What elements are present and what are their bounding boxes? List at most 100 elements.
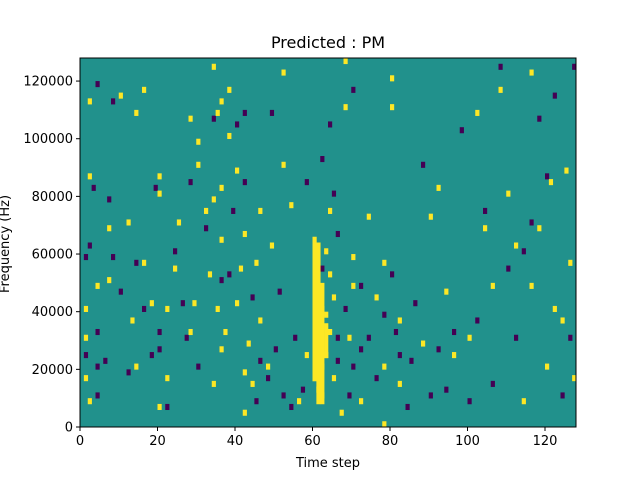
x-axis: 0 20 40 60 80 100 120 bbox=[76, 427, 557, 449]
heatmap-cell-high bbox=[83, 375, 89, 382]
heatmap-cell-high bbox=[215, 109, 220, 116]
heatmap-cell-high bbox=[467, 334, 472, 341]
heatmap-cell-high bbox=[328, 271, 333, 278]
heatmap-cell-high bbox=[568, 259, 573, 266]
heatmap-cell-high bbox=[328, 207, 333, 214]
heatmap-cell-low bbox=[149, 352, 154, 359]
heatmap-cell-high bbox=[242, 369, 247, 376]
heatmap-cell-low bbox=[444, 386, 449, 393]
heatmap-cell-low bbox=[211, 115, 216, 122]
heatmap-cell-low bbox=[421, 161, 426, 168]
heatmap-cell-low bbox=[467, 398, 472, 405]
y-axis-label: Frequency (Hz) bbox=[0, 195, 13, 293]
heatmap-cell-high bbox=[428, 213, 433, 220]
heatmap-cell-low bbox=[335, 334, 340, 341]
heatmap-cell-high bbox=[359, 398, 364, 405]
heatmap-cell-low bbox=[289, 403, 294, 411]
heatmap-cell-high bbox=[269, 242, 275, 249]
heatmap-cell-high bbox=[227, 86, 232, 93]
heatmap-cell-high bbox=[564, 167, 569, 174]
heatmap-cell-low bbox=[351, 363, 356, 370]
heatmap-cell-low bbox=[219, 277, 224, 284]
heatmap-cell-low bbox=[235, 121, 240, 128]
heatmap-cell-high bbox=[331, 375, 337, 382]
x-tick-label: 100 bbox=[455, 434, 480, 449]
heatmap-cell-low bbox=[359, 346, 364, 353]
heatmap-cell-low bbox=[374, 375, 379, 382]
heatmap-cell-high bbox=[223, 328, 228, 336]
heatmap-cell-high bbox=[328, 328, 333, 336]
heatmap-cell-high bbox=[219, 346, 224, 353]
heatmap-cell-low bbox=[393, 328, 399, 336]
heatmap-cell-low bbox=[95, 363, 100, 370]
heatmap-background bbox=[80, 58, 576, 427]
x-tick-label: 0 bbox=[76, 434, 84, 449]
heatmap-cell-low bbox=[227, 271, 232, 278]
heatmap-cell-low bbox=[83, 352, 89, 359]
y-tick-label: 80000 bbox=[32, 190, 73, 205]
heatmap-cell-high bbox=[188, 115, 193, 122]
heatmap-cell-low bbox=[293, 334, 298, 341]
heatmap-cell-low bbox=[506, 265, 511, 272]
heatmap-cell-low bbox=[328, 121, 333, 128]
heatmap-cell-high bbox=[382, 259, 387, 266]
heatmap-cell-low bbox=[157, 346, 162, 353]
heatmap-cell-high bbox=[173, 265, 178, 272]
heatmap-cell-high bbox=[83, 305, 89, 312]
heatmap-cell-high bbox=[246, 340, 251, 347]
x-tick-label: 20 bbox=[149, 434, 166, 449]
heatmap-cell-low bbox=[269, 109, 275, 116]
heatmap-cell-high bbox=[242, 230, 247, 238]
heatmap-cell-high bbox=[506, 190, 511, 197]
heatmap-cell-high bbox=[165, 375, 170, 382]
heatmap-cell-high bbox=[219, 98, 224, 105]
heatmap-cell-high bbox=[258, 207, 263, 214]
heatmap-cell-low bbox=[204, 225, 209, 232]
heatmap-cell-low bbox=[552, 92, 557, 99]
heatmap-cell-high bbox=[134, 109, 139, 116]
heatmap-cell-low bbox=[405, 403, 410, 411]
heatmap-cell-high bbox=[204, 207, 209, 214]
heatmap-cell-low bbox=[568, 334, 573, 341]
y-tick-label: 100000 bbox=[23, 132, 73, 147]
heatmap-cell-high bbox=[126, 219, 131, 226]
heatmap-cell-low bbox=[231, 207, 236, 214]
heatmap-cell-high bbox=[87, 398, 92, 405]
heatmap-cell-high bbox=[196, 138, 201, 145]
heatmap-cell-low bbox=[560, 392, 565, 399]
heatmap-cell-low bbox=[196, 363, 201, 370]
heatmap-cell-low bbox=[157, 328, 162, 336]
heatmap-cell-high bbox=[324, 311, 329, 318]
heatmap-cell-high bbox=[235, 300, 240, 307]
heatmap-cell-low bbox=[153, 184, 158, 191]
y-tick-label: 120000 bbox=[23, 75, 73, 90]
heatmap-cell-high bbox=[490, 282, 495, 289]
heatmap-cell-low bbox=[107, 196, 112, 203]
heatmap-cell-low bbox=[335, 357, 340, 364]
heatmap-cell-high bbox=[552, 305, 557, 312]
heatmap-cell-low bbox=[111, 98, 116, 105]
heatmap-cell-high bbox=[390, 104, 395, 111]
heatmap-cell-high bbox=[475, 109, 480, 116]
plot-frame bbox=[79, 57, 577, 428]
heatmap-cell-high bbox=[281, 161, 286, 168]
heatmap-cell-high bbox=[134, 363, 139, 370]
heatmap-cell-high bbox=[157, 190, 162, 197]
heatmap-cell-high bbox=[211, 380, 216, 387]
plot-area bbox=[79, 57, 577, 428]
x-tick-label: 40 bbox=[227, 434, 244, 449]
y-axis: 0 20000 40000 60000 80000 100000 120000 bbox=[23, 75, 80, 436]
heatmap-cell-low bbox=[498, 63, 503, 70]
heatmap-cell-high bbox=[142, 86, 147, 93]
heatmap-cell-high bbox=[87, 173, 92, 180]
heatmap-cell-low bbox=[242, 109, 247, 116]
y-tick-label: 0 bbox=[65, 421, 73, 436]
heatmap-cell-high bbox=[343, 104, 348, 111]
heatmap-cell-high bbox=[366, 213, 371, 220]
heatmap-cell-low bbox=[95, 328, 100, 336]
heatmap-cell-low bbox=[142, 305, 147, 312]
heatmap-cell-high bbox=[157, 173, 162, 180]
heatmap-cell-low bbox=[281, 392, 286, 399]
heatmap-cell-high bbox=[118, 92, 123, 99]
y-tick-label: 60000 bbox=[32, 248, 73, 263]
